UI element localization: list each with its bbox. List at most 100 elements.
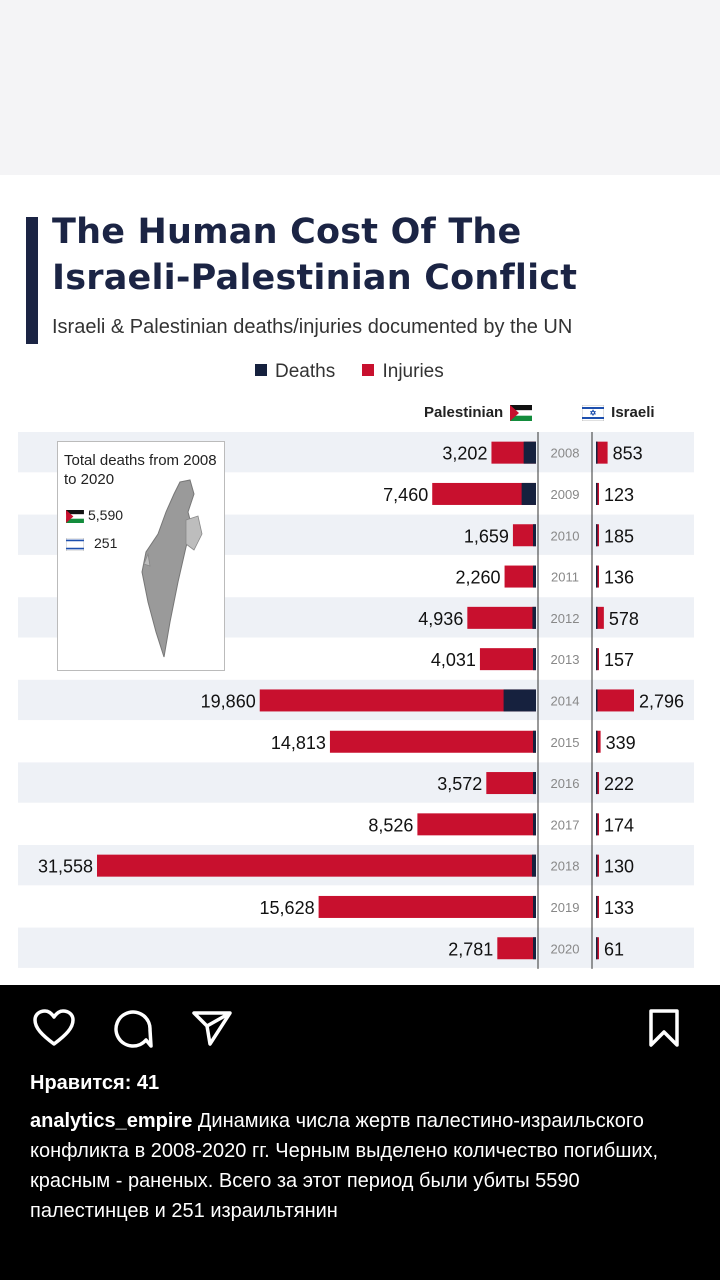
- israeli-deaths-bar: [596, 813, 598, 836]
- israeli-value-label: 174: [604, 815, 634, 835]
- israeli-deaths-bar: [596, 606, 598, 629]
- palestinian-injuries-bar: [512, 524, 536, 547]
- inset-israeli-total: 251: [94, 535, 118, 551]
- likes-count[interactable]: Нравится: 41: [30, 1072, 160, 1094]
- palestinian-deaths-bar: [533, 895, 536, 918]
- israeli-injuries-bar: [596, 441, 608, 464]
- israeli-value-label: 136: [604, 568, 634, 588]
- palestinian-injuries-bar: [329, 730, 536, 753]
- palestinian-deaths-bar: [533, 813, 536, 836]
- post-footer: [0, 985, 720, 1280]
- israeli-injuries-bar: [596, 689, 634, 712]
- israeli-injuries-bar: [596, 772, 600, 795]
- palestinian-value-label: 2,781: [448, 939, 493, 959]
- comment-icon[interactable]: [110, 1008, 154, 1050]
- palestinian-injuries-bar: [318, 895, 536, 918]
- share-icon[interactable]: [190, 1008, 234, 1048]
- israeli-deaths-bar: [596, 565, 598, 588]
- palestinian-value-label: 4,936: [418, 609, 463, 629]
- israeli-value-label: 133: [604, 898, 634, 918]
- title-accent-bar: [26, 217, 38, 344]
- palestinian-value-label: 4,031: [431, 650, 476, 670]
- row-band: [18, 927, 694, 968]
- palestinian-injuries-bar: [479, 648, 536, 671]
- year-label: 2018: [551, 859, 580, 874]
- israeli-value-label: 61: [604, 939, 624, 959]
- palestinian-value-label: 3,202: [442, 444, 487, 464]
- inset-israeli-row: 251: [65, 535, 118, 552]
- palestinian-value-label: 3,572: [437, 774, 482, 794]
- legend-injuries: Injuries: [382, 361, 444, 382]
- israeli-flag-icon: [581, 404, 605, 422]
- palestinian-value-label: 7,460: [383, 485, 428, 505]
- palestinian-injuries-bar: [259, 689, 536, 712]
- deaths-swatch: [255, 364, 267, 377]
- israeli-deaths-bar: [596, 937, 598, 960]
- israeli-deaths-bar: [596, 854, 598, 877]
- israeli-injuries-bar: [596, 606, 604, 629]
- year-label: 2014: [551, 693, 580, 708]
- palestinian-flag-small-icon: [66, 509, 84, 523]
- total-deaths-inset: Total deaths from 2008 to 2020 5,590 251: [57, 441, 225, 671]
- palestinian-injuries-bar: [486, 772, 536, 795]
- israeli-deaths-bar: [596, 730, 598, 753]
- bookmark-icon[interactable]: [646, 1008, 682, 1048]
- inset-palestinian-row: 5,590: [66, 507, 123, 523]
- year-label: 2016: [551, 776, 580, 791]
- year-label: 2015: [551, 735, 580, 750]
- palestinian-injuries-bar: [467, 606, 536, 629]
- caption-username[interactable]: analytics_empire: [30, 1110, 193, 1132]
- inset-title: Total deaths from 2008 to 2020: [64, 452, 217, 488]
- palestinian-value-label: 1,659: [464, 526, 509, 546]
- israeli-value-label: 853: [613, 444, 643, 464]
- caption-text: Динамика числа жертв палестино-израильск…: [30, 1110, 659, 1222]
- heart-icon[interactable]: [32, 1008, 76, 1048]
- palestinian-deaths-bar: [533, 937, 536, 960]
- year-label: 2011: [551, 570, 579, 585]
- israeli-deaths-bar: [596, 648, 598, 671]
- map-icon: [141, 479, 203, 658]
- year-label: 2019: [551, 900, 580, 915]
- israeli-value-label: 222: [604, 774, 634, 794]
- israeli-value-label: 123: [604, 485, 634, 505]
- post-caption: analytics_empire Динамика числа жертв па…: [30, 1106, 702, 1226]
- palestinian-injuries-bar: [417, 813, 536, 836]
- palestinian-value-label: 14,813: [271, 733, 326, 753]
- palestinian-deaths-bar: [533, 524, 536, 547]
- palestinian-injuries-bar: [504, 565, 536, 588]
- israeli-header: Israeli: [581, 404, 655, 422]
- year-label: 2013: [551, 652, 580, 667]
- israeli-deaths-bar: [596, 772, 598, 795]
- chart-subtitle: Israeli & Palestinian deaths/injuries do…: [52, 316, 573, 338]
- palestinian-value-label: 31,558: [38, 857, 93, 877]
- palestinian-deaths-bar: [533, 772, 536, 795]
- palestinian-deaths-bar: [533, 730, 536, 753]
- top-bar-area: [0, 0, 720, 175]
- palestinian-value-label: 2,260: [456, 568, 501, 588]
- israeli-deaths-bar: [596, 689, 598, 712]
- israeli-header-label: Israeli: [611, 404, 655, 421]
- israeli-value-label: 157: [604, 650, 634, 670]
- palestinian-injuries-bar: [497, 937, 536, 960]
- israeli-value-label: 339: [606, 733, 636, 753]
- israeli-deaths-bar: [596, 482, 598, 505]
- palestinian-injuries-bar: [97, 854, 536, 877]
- palestinian-deaths-bar: [523, 441, 536, 464]
- palestinian-value-label: 15,628: [260, 898, 315, 918]
- palestinian-deaths-bar: [503, 689, 536, 712]
- year-label: 2020: [551, 941, 580, 956]
- chart-legend: Deaths Injuries: [255, 361, 444, 383]
- year-label: 2008: [551, 446, 580, 461]
- palestinian-deaths-bar: [521, 482, 536, 505]
- year-label: 2009: [551, 487, 580, 502]
- israeli-value-label: 130: [604, 857, 634, 877]
- palestinian-value-label: 19,860: [201, 691, 256, 711]
- year-label: 2017: [551, 817, 580, 832]
- palestinian-header-label: Palestinian: [424, 404, 504, 421]
- inset-palestinian-total: 5,590: [88, 507, 124, 523]
- israeli-injuries-bar: [596, 730, 601, 753]
- israeli-flag-small-icon: [65, 537, 85, 552]
- legend-deaths: Deaths: [275, 361, 336, 382]
- year-label: 2012: [551, 611, 580, 626]
